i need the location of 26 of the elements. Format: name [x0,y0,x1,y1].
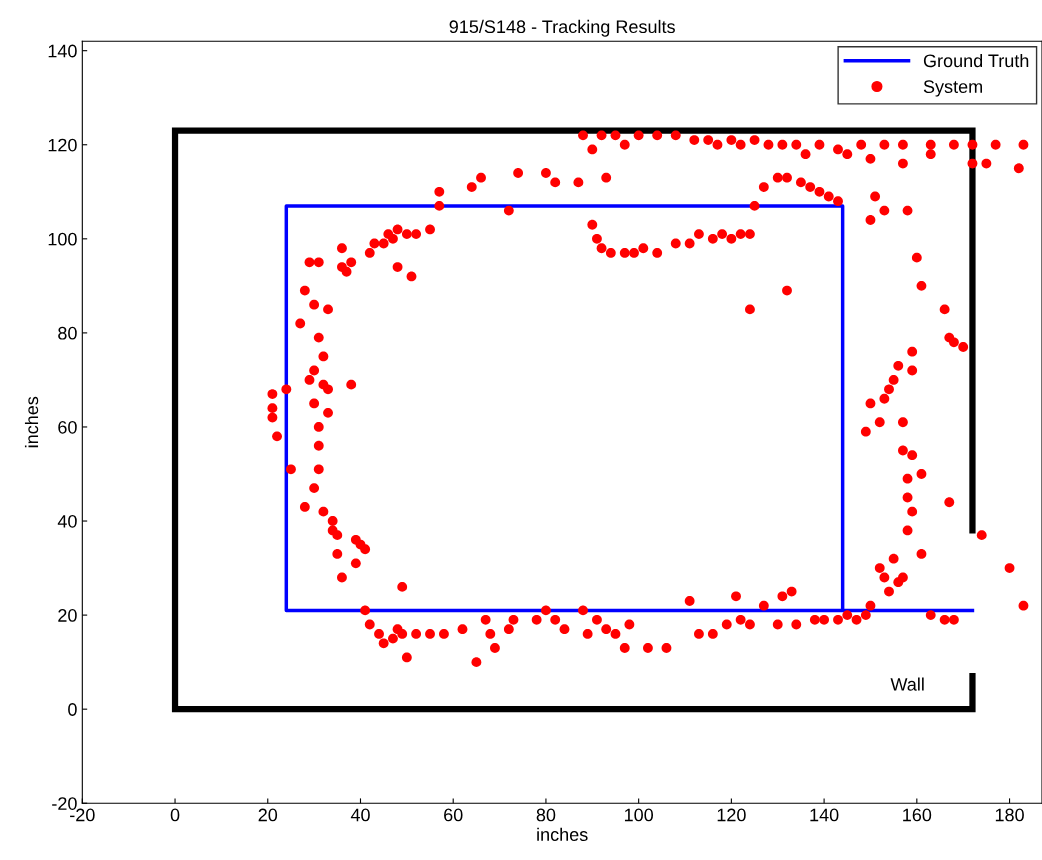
x-tick-label: -20 [70,808,95,822]
y-tick-label: 40 [57,514,77,528]
y-tick-label: 20 [58,609,77,622]
legend-label: Ground Truth [923,53,1029,68]
x-tick-label: 80 [536,808,556,822]
legend-label: System [923,80,982,97]
chart-title: 915/S148 - Tracking Results [449,19,675,37]
x-tick-label: 160 [903,808,932,822]
y-tick-label: 0 [68,703,77,716]
y-tick-label: 60 [58,420,77,434]
y-tick-label: 140 [48,44,77,58]
x-tick-label: 120 [717,808,746,822]
x-tick-label: 60 [444,808,463,822]
x-tick-label: 20 [258,808,278,822]
y-tick-label: 100 [48,232,77,246]
x-tick-label: 0 [170,808,180,822]
x-axis-title: inches [537,827,588,841]
x-tick-label: 100 [624,808,654,822]
y-tick-label: 120 [48,138,77,152]
y-axis-title: inches [24,396,39,448]
x-tick-label: 180 [995,808,1024,822]
x-tick-label: 40 [350,808,370,822]
annotation: Wall [890,677,924,691]
y-tick-label: 80 [58,326,77,340]
y-tick-label: -20 [52,797,77,810]
x-tick-label: 140 [810,808,839,822]
